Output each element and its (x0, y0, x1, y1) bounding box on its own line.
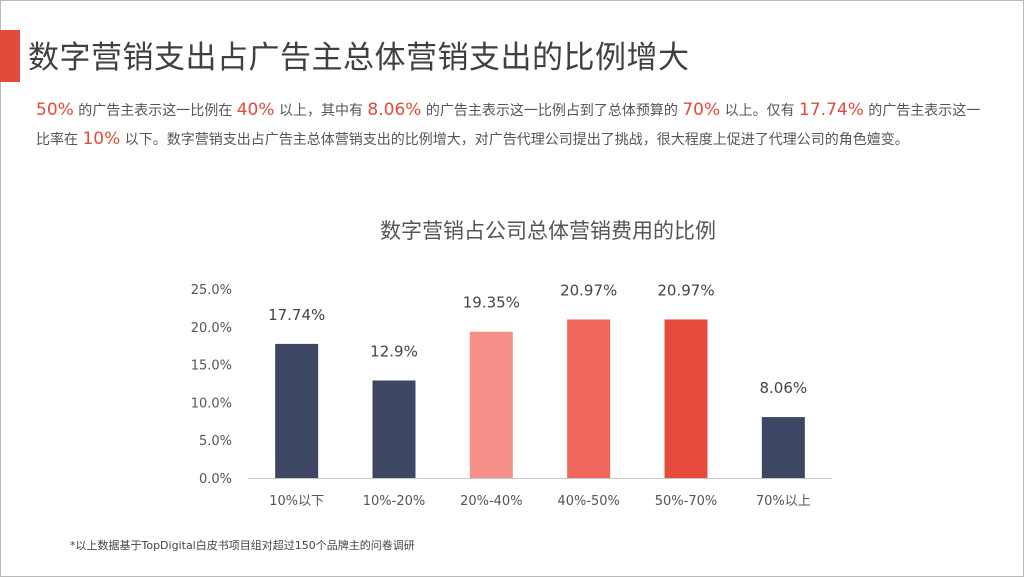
x-tick-label: 70%以上 (756, 494, 811, 509)
paragraph-text: 以下。数字营销支出占广告主总体营销支出的比例增大，对广告代理公司提出了挑战，很大… (120, 132, 909, 148)
y-tick-label: 10.0% (191, 396, 232, 411)
paragraph-text: 的广告主表示这一比率在 (36, 103, 981, 148)
bar (469, 331, 513, 478)
data-label: 20.97% (657, 281, 714, 299)
highlight-number: 40% (236, 100, 275, 120)
y-tick-label: 5.0% (199, 434, 232, 449)
x-tick-label: 20%-40% (460, 494, 522, 509)
data-label: 20.97% (560, 281, 617, 299)
y-tick-label: 25.0% (191, 283, 232, 298)
x-tick-label: 10%-20% (363, 494, 425, 509)
highlight-number: 17.74% (799, 100, 864, 120)
bar (567, 319, 611, 478)
chart-title: 数字营销占公司总体营销费用的比例 (380, 219, 716, 243)
data-label: 12.9% (370, 342, 418, 360)
paragraph-text: 的广告主表示这一比例在 (73, 103, 237, 119)
y-tick-label: 20.0% (191, 321, 232, 336)
paragraph-text: 以上，其中有 (274, 103, 368, 119)
x-tick-label: 10%以下 (269, 494, 324, 509)
x-tick-label: 40%-50% (557, 494, 619, 509)
paragraph-text: 以上。仅有 (720, 103, 800, 119)
paragraph-text: 的广告主表示这一比例占到了总体预算的 (421, 103, 683, 119)
highlight-number: 8.06% (367, 100, 422, 120)
highlight-number: 50% (36, 100, 74, 120)
bar (275, 343, 319, 478)
y-tick-label: 0.0% (199, 472, 232, 487)
bar (372, 380, 416, 478)
title-accent-bar (0, 30, 20, 82)
data-label: 19.35% (463, 294, 520, 312)
y-tick-label: 15.0% (191, 359, 232, 374)
footnote: *以上数据基于TopDigital白皮书项目组对超过150个品牌主的问卷调研 (70, 539, 415, 552)
highlight-number: 70% (682, 100, 721, 120)
highlight-number: 10% (82, 129, 121, 149)
data-label: 17.74% (268, 306, 325, 324)
slide-title: 数字营销支出占广告主总体营销支出的比例增大 (28, 40, 690, 76)
data-label: 8.06% (760, 379, 808, 397)
x-tick-label: 50%-70% (655, 494, 717, 509)
summary-paragraph: 50% 的广告主表示这一比例在 40% 以上，其中有 8.06% 的广告主表示这… (36, 96, 981, 154)
bar (664, 319, 708, 478)
bar (761, 417, 805, 478)
